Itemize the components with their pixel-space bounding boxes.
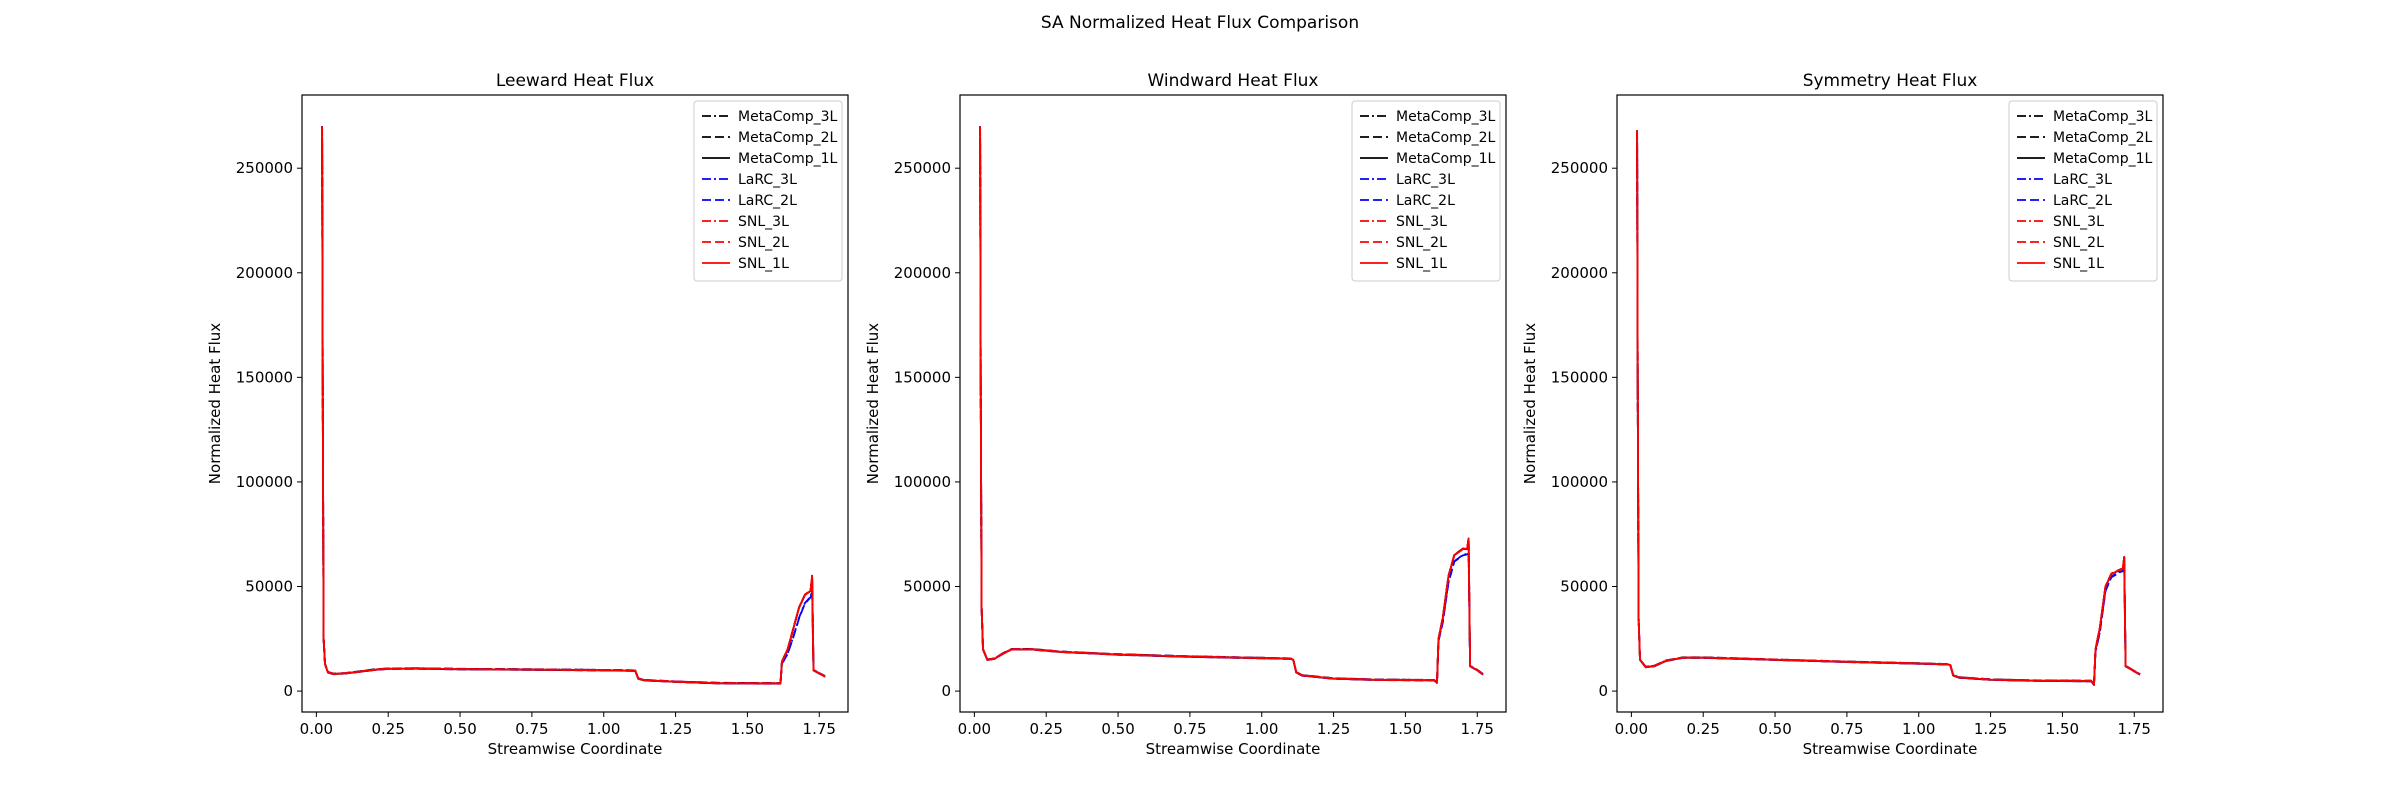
legend-entry: MetaComp_1L (2053, 151, 2153, 167)
series-line-snl-1l (979, 126, 1484, 684)
y-axis-label: Normalized Heat Flux (864, 323, 882, 484)
legend-entry: MetaComp_1L (738, 151, 838, 167)
legend-entry: SNL_1L (1396, 256, 1447, 272)
x-tick-label: 1.00 (587, 720, 620, 738)
subplots: Leeward Heat Flux Streamwise Coordinate No… (206, 71, 2164, 758)
legend-entry: LaRC_2L (1396, 193, 1455, 209)
legend-entry: SNL_2L (738, 235, 789, 251)
y-tick-label: 150000 (236, 368, 293, 386)
y-tick-label: 150000 (1551, 368, 1608, 386)
figure-suptitle: SA Normalized Heat Flux Comparison (1041, 13, 1359, 33)
legend-entry: MetaComp_3L (2053, 109, 2153, 125)
y-tick-label: 200000 (236, 264, 293, 282)
y-tick-label: 0 (941, 682, 951, 700)
legend-entry: SNL_2L (1396, 235, 1447, 251)
x-tick-label: 1.50 (2046, 720, 2079, 738)
legend-box (2008, 100, 2158, 282)
series-line-snl-1l (1636, 130, 2141, 686)
y-tick-label: 200000 (894, 264, 951, 282)
y-tick-label: 250000 (236, 159, 293, 177)
y-tick-label: 50000 (903, 578, 951, 596)
legend-entry: SNL_1L (2053, 256, 2104, 272)
x-tick-label: 0.00 (1615, 720, 1648, 738)
subplot-2: Windward Heat Flux Streamwise Coordinate N… (864, 71, 1507, 758)
x-tick-label: 1.50 (1389, 720, 1422, 738)
y-tick-label: 200000 (1551, 264, 1608, 282)
legend-entry: LaRC_2L (738, 193, 797, 209)
series-lines (979, 126, 1484, 684)
x-tick-label: 0.00 (958, 720, 991, 738)
y-tick-label: 50000 (1560, 578, 1608, 596)
legend-entry: LaRC_3L (1396, 172, 1455, 188)
x-tick-label: 0.75 (515, 720, 548, 738)
legend-entry: MetaComp_2L (1396, 130, 1496, 146)
x-tick-label: 0.00 (300, 720, 333, 738)
legend-entry: SNL_3L (2053, 214, 2104, 230)
x-tick-label: 0.25 (372, 720, 405, 738)
x-axis-label: Streamwise Coordinate (1146, 740, 1321, 758)
legend-entry: MetaComp_3L (738, 109, 838, 125)
legend: MetaComp_3L MetaComp_2L MetaComp_1L LaRC_3L… (1351, 100, 1501, 282)
legend-entry: MetaComp_1L (1396, 151, 1496, 167)
y-tick-label: 50000 (245, 578, 293, 596)
y-axis-label: Normalized Heat Flux (1521, 323, 1539, 484)
x-tick-label: 0.25 (1687, 720, 1720, 738)
legend-entry: SNL_3L (738, 214, 789, 230)
y-axis-label: Normalized Heat Flux (206, 323, 224, 484)
legend-entry: SNL_3L (1396, 214, 1447, 230)
x-tick-label: 1.00 (1245, 720, 1278, 738)
y-tick-label: 250000 (1551, 159, 1608, 177)
subplot-3: Symmetry Heat Flux Streamwise Coordinate N… (1521, 71, 2164, 758)
legend-box (693, 100, 843, 282)
x-tick-label: 0.50 (1101, 720, 1134, 738)
x-tick-label: 1.75 (2118, 720, 2151, 738)
x-tick-label: 0.75 (1830, 720, 1863, 738)
legend-entry: MetaComp_3L (1396, 109, 1496, 125)
legend-entry: LaRC_3L (738, 172, 797, 188)
plot-area-frame (959, 94, 1507, 713)
y-tick-label: 100000 (236, 473, 293, 491)
x-tick-label: 1.75 (1461, 720, 1494, 738)
x-tick-label: 1.25 (1974, 720, 2007, 738)
y-tick-label: 0 (1598, 682, 1608, 700)
x-tick-label: 0.50 (1758, 720, 1791, 738)
x-axis-label: Streamwise Coordinate (1803, 740, 1978, 758)
x-tick-label: 0.75 (1173, 720, 1206, 738)
subplot-title: Windward Heat Flux (1148, 71, 1319, 91)
subplot-title: Symmetry Heat Flux (1803, 71, 1978, 91)
series-lines (1636, 130, 2141, 686)
x-tick-label: 1.00 (1902, 720, 1935, 738)
series-line-snl-1l (321, 126, 826, 685)
x-tick-label: 1.75 (803, 720, 836, 738)
series-lines (321, 126, 826, 685)
y-tick-label: 100000 (894, 473, 951, 491)
legend-entry: SNL_2L (2053, 235, 2104, 251)
y-tick-label: 150000 (894, 368, 951, 386)
legend: MetaComp_3L MetaComp_2L MetaComp_1L LaRC_3L… (693, 100, 843, 282)
x-tick-label: 0.50 (443, 720, 476, 738)
x-tick-label: 0.25 (1030, 720, 1063, 738)
legend-entry: MetaComp_2L (738, 130, 838, 146)
legend: MetaComp_3L MetaComp_2L MetaComp_1L LaRC_3L… (2008, 100, 2158, 282)
subplot-1: Leeward Heat Flux Streamwise Coordinate No… (206, 71, 849, 758)
legend-entry: MetaComp_2L (2053, 130, 2153, 146)
legend-box (1351, 100, 1501, 282)
y-tick-label: 250000 (894, 159, 951, 177)
y-tick-label: 0 (283, 682, 293, 700)
subplot-title: Leeward Heat Flux (496, 71, 654, 91)
plot-area-frame (1616, 94, 2164, 713)
x-tick-label: 1.50 (731, 720, 764, 738)
x-tick-label: 1.25 (659, 720, 692, 738)
legend-entry: SNL_1L (738, 256, 789, 272)
legend-entry: LaRC_2L (2053, 193, 2112, 209)
x-axis-label: Streamwise Coordinate (488, 740, 663, 758)
x-tick-label: 1.25 (1317, 720, 1350, 738)
plot-area-frame (301, 94, 849, 713)
y-tick-label: 100000 (1551, 473, 1608, 491)
legend-entry: LaRC_3L (2053, 172, 2112, 188)
